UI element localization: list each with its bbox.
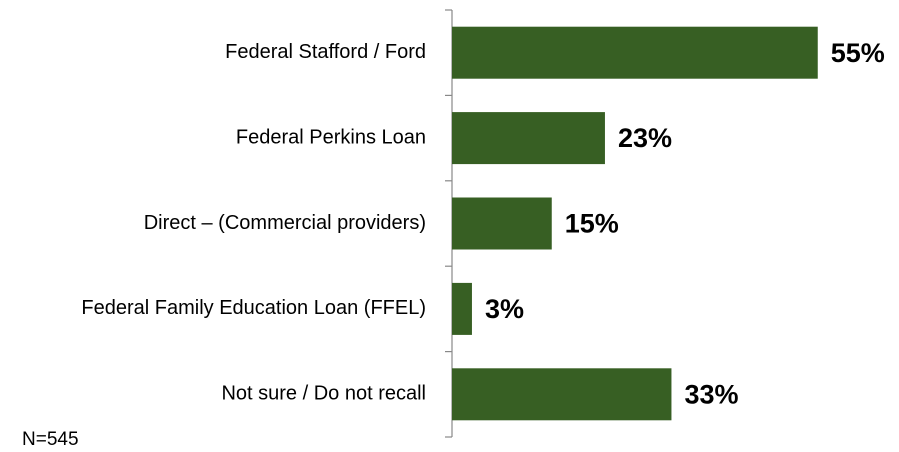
category-label: Direct – (Commercial providers) — [144, 212, 426, 234]
bar — [452, 368, 672, 421]
category-label: Federal Stafford / Ford — [225, 41, 426, 63]
category-label: Federal Perkins Loan — [236, 126, 426, 148]
bar — [452, 26, 818, 79]
bar — [452, 112, 605, 165]
category-label: Federal Family Education Loan (FFEL) — [81, 297, 426, 319]
bar — [452, 282, 472, 335]
value-label: 33% — [684, 379, 738, 409]
value-label: 55% — [831, 38, 885, 68]
sample-size-note: N=545 — [22, 429, 79, 450]
bar — [452, 197, 552, 250]
category-label: Not sure / Do not recall — [221, 383, 426, 405]
value-label: 3% — [485, 294, 524, 324]
value-label: 15% — [565, 209, 619, 239]
value-label: 23% — [618, 123, 672, 153]
